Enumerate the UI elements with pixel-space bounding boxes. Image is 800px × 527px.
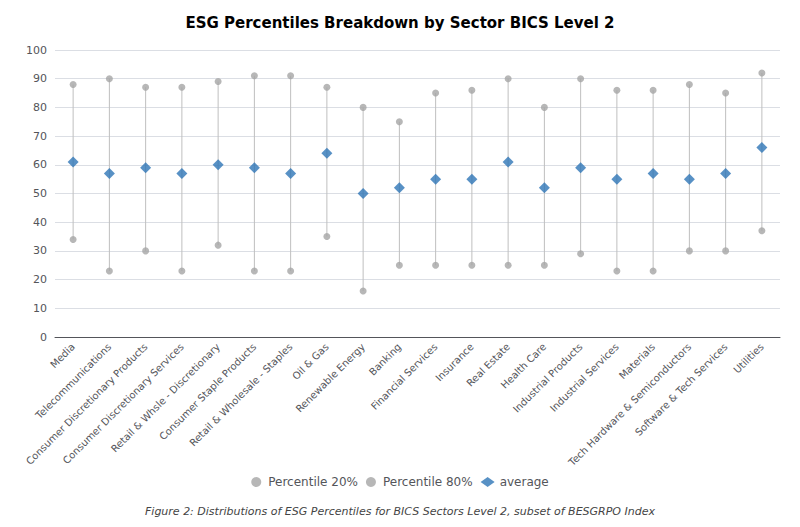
svg-text:Real Estate: Real Estate xyxy=(464,341,512,389)
svg-text:Industrial Services: Industrial Services xyxy=(548,341,621,414)
svg-text:Telecommunications: Telecommunications xyxy=(33,341,114,421)
svg-text:Consumer Discretionary Service: Consumer Discretionary Services xyxy=(60,341,186,467)
svg-text:90: 90 xyxy=(33,72,47,85)
svg-text:Health Care: Health Care xyxy=(498,341,549,391)
svg-text:100: 100 xyxy=(26,44,47,57)
svg-text:average: average xyxy=(500,475,549,489)
svg-text:Tech Hardware & Semiconductors: Tech Hardware & Semiconductors xyxy=(566,341,693,468)
svg-text:80: 80 xyxy=(33,101,47,114)
svg-text:Financial Services: Financial Services xyxy=(369,341,440,412)
svg-text:10: 10 xyxy=(33,302,47,315)
svg-text:30: 30 xyxy=(33,244,47,257)
svg-text:Utilities: Utilities xyxy=(731,341,765,375)
svg-text:Figure 2: Distributions of ESG: Figure 2: Distributions of ESG Percentil… xyxy=(145,505,655,518)
svg-text:ESG Percentiles Breakdown by S: ESG Percentiles Breakdown by Sector BICS… xyxy=(185,14,614,32)
svg-text:20: 20 xyxy=(33,273,47,286)
svg-text:Media: Media xyxy=(48,341,77,370)
svg-text:60: 60 xyxy=(33,158,47,171)
svg-text:Banking: Banking xyxy=(367,341,403,377)
svg-text:Retail & Whsle - Discretionary: Retail & Whsle - Discretionary xyxy=(108,341,222,455)
svg-text:Retail & Wholesale - Staples: Retail & Wholesale - Staples xyxy=(187,341,294,448)
svg-text:Renewable Energy: Renewable Energy xyxy=(294,341,367,414)
svg-text:50: 50 xyxy=(33,187,47,200)
svg-text:70: 70 xyxy=(33,130,47,143)
svg-text:Oil & Gas: Oil & Gas xyxy=(290,341,331,382)
svg-text:Percentile 80%: Percentile 80% xyxy=(383,475,473,489)
svg-text:Insurance: Insurance xyxy=(433,341,476,384)
svg-text:Software & Tech Services: Software & Tech Services xyxy=(633,341,730,438)
svg-text:Consumer Staple Products: Consumer Staple Products xyxy=(157,341,259,443)
svg-text:Consumer Discretionary Product: Consumer Discretionary Products xyxy=(23,341,150,467)
svg-text:Percentile 20%: Percentile 20% xyxy=(268,475,358,489)
svg-text:Materials: Materials xyxy=(616,341,657,382)
svg-text:40: 40 xyxy=(33,216,47,229)
svg-text:0: 0 xyxy=(40,331,47,344)
svg-text:Industrial Products: Industrial Products xyxy=(511,341,585,415)
